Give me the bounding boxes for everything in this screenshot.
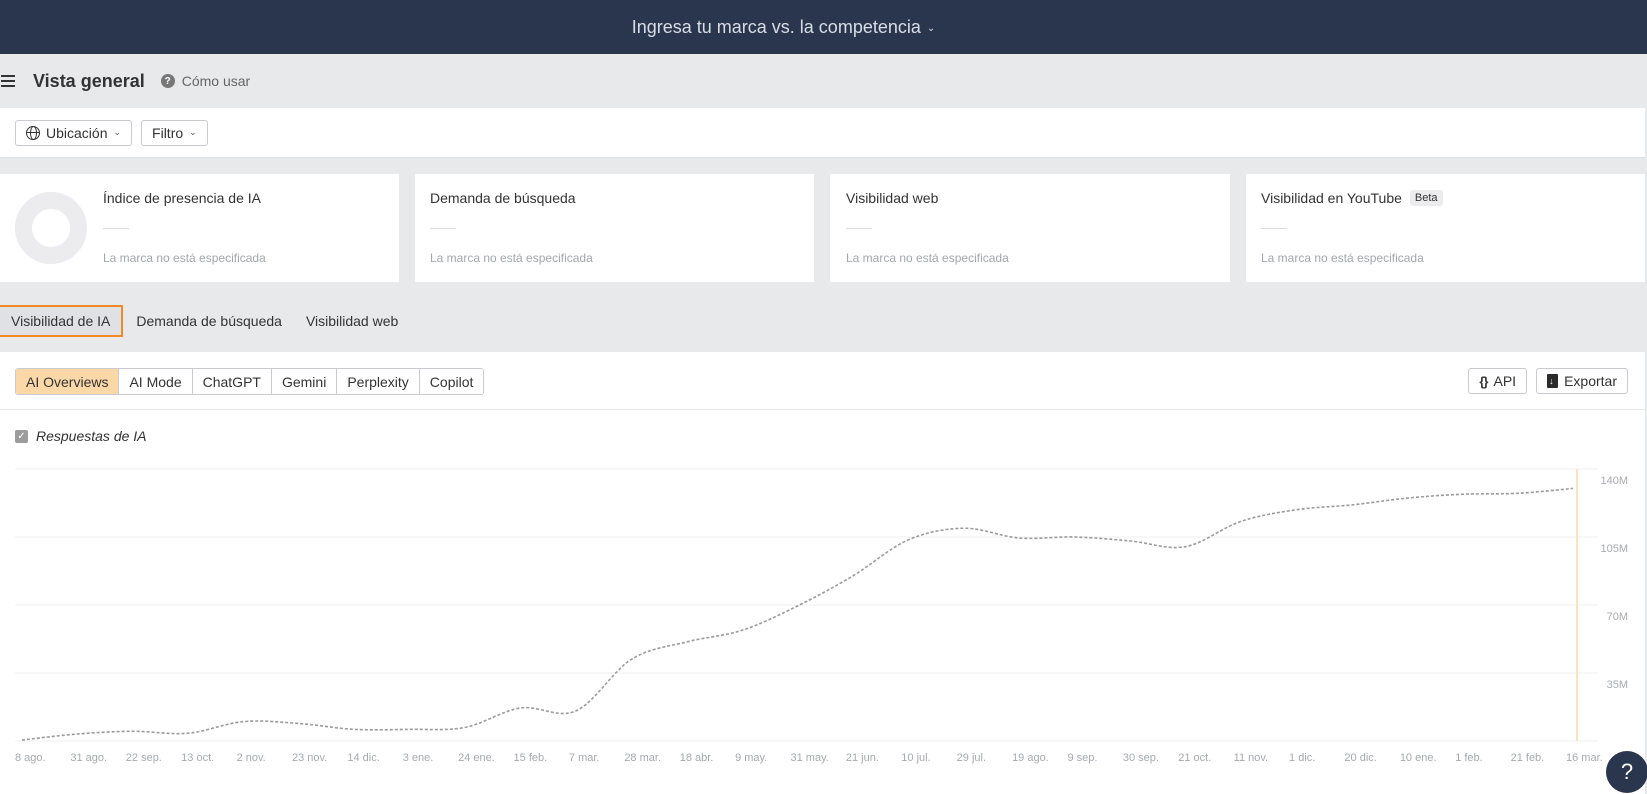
x-axis-tick-label: 28 mar. bbox=[624, 752, 661, 764]
series-line-ai-responses[interactable] bbox=[21, 487, 1574, 741]
engine-copilot[interactable]: Copilot bbox=[419, 369, 484, 394]
how-to-use-link[interactable]: ? Cómo usar bbox=[160, 73, 251, 89]
engine-ai-overviews[interactable]: AI Overviews bbox=[16, 369, 120, 394]
y-axis-tick-label: 70M bbox=[1607, 611, 1628, 623]
section-tabs: Visibilidad de IA Demanda de búsqueda Vi… bbox=[0, 305, 411, 337]
chevron-down-icon: ⌄ bbox=[189, 127, 197, 137]
empty-value-dash bbox=[103, 228, 129, 229]
globe-icon bbox=[26, 125, 40, 140]
x-axis-tick-label: 14 dic. bbox=[347, 752, 379, 764]
brand-select-label: Ingresa tu marca vs. la competencia bbox=[631, 16, 921, 37]
y-axis-tick-label: 140M bbox=[1600, 475, 1628, 487]
x-axis-tick-label: 9 sep. bbox=[1067, 752, 1097, 764]
x-axis-tick-label: 15 feb. bbox=[514, 752, 548, 764]
tab-search-demand[interactable]: Demanda de búsqueda bbox=[136, 313, 282, 329]
empty-value-dash bbox=[430, 228, 456, 229]
x-axis-tick-label: 10 jul. bbox=[901, 752, 930, 764]
tab-ai-visibility[interactable]: Visibilidad de IA bbox=[0, 305, 124, 337]
line-chart[interactable]: 35M 70M 105M 140M 8 ago. 31 ago. 22 sep. 13 oct… bbox=[0, 352, 1645, 794]
legend-item-ai-responses[interactable]: ✓ Respuestas de IA bbox=[15, 428, 147, 444]
x-axis-tick-label: 9 may. bbox=[735, 752, 767, 764]
x-axis-tick-label: 24 ene. bbox=[458, 752, 495, 764]
engine-gemini[interactable]: Gemini bbox=[271, 369, 338, 394]
engine-perplexity[interactable]: Perplexity bbox=[337, 369, 420, 394]
chevron-down-icon: ⌄ bbox=[926, 23, 936, 34]
card-title: Índice de presencia de IA bbox=[103, 190, 261, 206]
checkbox-checked-icon[interactable]: ✓ bbox=[15, 429, 28, 443]
metric-cards: Índice de presencia de IA La marca no es… bbox=[0, 174, 1647, 282]
empty-value-dash bbox=[1261, 228, 1287, 229]
filter-dropdown[interactable]: Filtro ⌄ bbox=[141, 119, 208, 146]
metric-card-web-visibility[interactable]: Visibilidad web La marca no está especif… bbox=[830, 174, 1230, 282]
beta-badge: Beta bbox=[1409, 190, 1443, 206]
location-label: Ubicación bbox=[46, 124, 108, 141]
card-title: Visibilidad en YouTube bbox=[1261, 190, 1402, 206]
brand-competitor-select[interactable]: Ingresa tu marca vs. la competencia ⌄ bbox=[632, 17, 936, 38]
x-axis-tick-label: 2 nov. bbox=[237, 752, 266, 764]
empty-value-dash bbox=[846, 228, 872, 229]
x-axis-tick-label: 21 jun. bbox=[846, 752, 879, 764]
x-axis-tick-label: 31 may. bbox=[791, 752, 829, 764]
filter-label: Filtro bbox=[152, 124, 184, 141]
export-label: Exportar bbox=[1564, 373, 1617, 389]
file-download-icon bbox=[1547, 374, 1559, 388]
x-axis-tick-label: 20 dic. bbox=[1344, 752, 1376, 764]
card-title: Demanda de búsqueda bbox=[430, 190, 576, 206]
card-subtitle: La marca no está especificada bbox=[430, 251, 593, 265]
metric-card-ai-presence[interactable]: Índice de presencia de IA La marca no es… bbox=[0, 174, 399, 282]
x-axis-tick-label: 7 mar. bbox=[569, 752, 600, 764]
x-axis-tick-label: 8 ago. bbox=[15, 752, 46, 764]
card-title-row: Visibilidad en YouTube Beta bbox=[1261, 190, 1443, 206]
x-axis-tick-label: 21 feb. bbox=[1511, 752, 1545, 764]
engine-chatgpt[interactable]: ChatGPT bbox=[192, 369, 272, 394]
card-subtitle: La marca no está especificada bbox=[103, 251, 266, 265]
y-axis-tick-label: 35M bbox=[1607, 679, 1628, 691]
chart-actions: {} API Exportar bbox=[1468, 368, 1628, 394]
top-bar: Ingresa tu marca vs. la competencia ⌄ bbox=[0, 0, 1647, 54]
donut-placeholder-icon bbox=[15, 192, 87, 264]
x-axis-tick-label: 31 ago. bbox=[70, 752, 107, 764]
x-axis-tick-label: 30 sep. bbox=[1123, 752, 1159, 764]
filter-bar: Ubicación ⌄ Filtro ⌄ bbox=[0, 108, 1645, 158]
export-button[interactable]: Exportar bbox=[1536, 368, 1628, 394]
x-axis-tick-label: 1 dic. bbox=[1289, 752, 1315, 764]
hamburger-menu-icon[interactable] bbox=[1, 75, 15, 87]
page-title: Vista general bbox=[33, 70, 145, 91]
x-axis-tick-label: 13 oct. bbox=[181, 752, 214, 764]
tab-web-visibility[interactable]: Visibilidad web bbox=[305, 313, 399, 329]
x-axis-tick-label: 22 sep. bbox=[126, 752, 162, 764]
x-axis-tick-label: 21 oct. bbox=[1178, 752, 1211, 764]
card-subtitle: La marca no está especificada bbox=[846, 251, 1009, 265]
x-axis-tick-label: 1 feb. bbox=[1455, 752, 1483, 764]
x-axis-tick-label: 18 abr. bbox=[680, 752, 714, 764]
metric-card-youtube-visibility[interactable]: Visibilidad en YouTube Beta La marca no … bbox=[1246, 174, 1645, 282]
x-axis-tick-label: 16 mar. bbox=[1566, 752, 1603, 764]
chevron-down-icon: ⌄ bbox=[113, 127, 122, 137]
location-dropdown[interactable]: Ubicación ⌄ bbox=[15, 119, 133, 146]
card-title: Visibilidad web bbox=[846, 190, 939, 206]
divider bbox=[0, 409, 1645, 410]
how-to-use-label: Cómo usar bbox=[181, 73, 251, 89]
x-axis-tick-label: 23 nov. bbox=[292, 752, 327, 764]
x-axis-tick-label: 3 ene. bbox=[403, 752, 434, 764]
api-button[interactable]: {} API bbox=[1468, 368, 1528, 394]
metric-card-search-demand[interactable]: Demanda de búsqueda La marca no está esp… bbox=[415, 174, 814, 282]
x-axis-tick-label: 11 nov. bbox=[1234, 752, 1268, 764]
card-subtitle: La marca no está especificada bbox=[1261, 251, 1424, 265]
page-header: Vista general ? Cómo usar bbox=[0, 54, 1647, 108]
ai-engine-segmented-control: AI Overviews AI Mode ChatGPT Gemini Perp… bbox=[15, 368, 485, 395]
chart-panel: AI Overviews AI Mode ChatGPT Gemini Perp… bbox=[0, 352, 1645, 794]
question-circle-icon: ? bbox=[160, 74, 175, 88]
legend-label: Respuestas de IA bbox=[36, 428, 147, 444]
x-axis-tick-label: 29 jul. bbox=[957, 752, 986, 764]
x-axis-tick-label: 10 ene. bbox=[1400, 752, 1437, 764]
code-braces-icon: {} bbox=[1479, 373, 1488, 389]
help-fab-button[interactable]: ? bbox=[1606, 751, 1647, 793]
engine-ai-mode[interactable]: AI Mode bbox=[119, 369, 193, 394]
y-axis-tick-label: 105M bbox=[1600, 543, 1628, 555]
api-label: API bbox=[1493, 373, 1517, 389]
x-axis-tick-label: 19 ago. bbox=[1012, 752, 1049, 764]
